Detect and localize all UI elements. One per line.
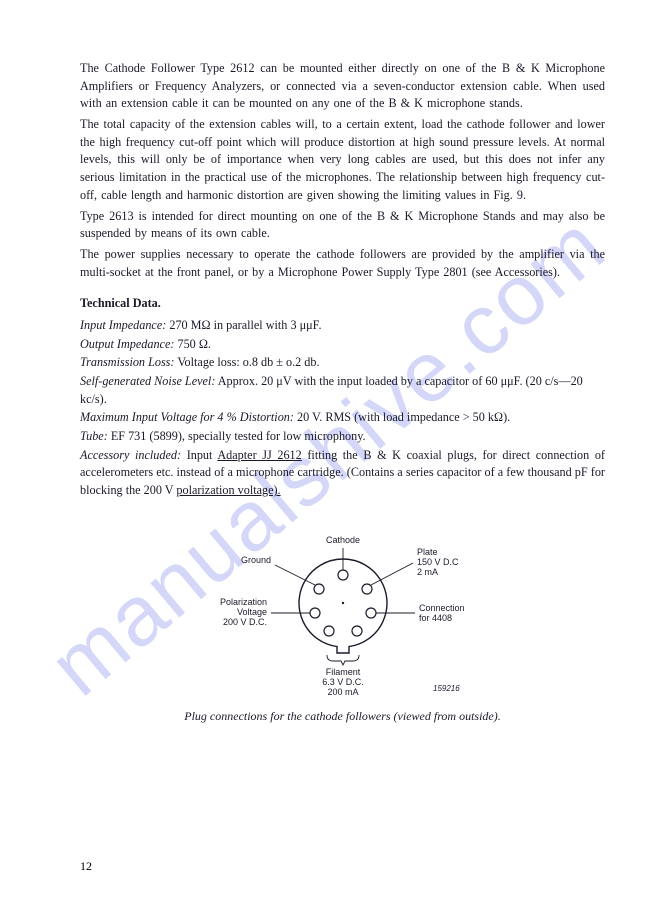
technical-data-heading: Technical Data. xyxy=(80,295,605,313)
pin-filament-2 xyxy=(352,626,362,636)
page-number: 12 xyxy=(80,859,92,874)
pin-plate xyxy=(362,584,372,594)
tech-label: Tube: xyxy=(80,429,108,443)
pin-polarization xyxy=(310,608,320,618)
connector-diagram: Cathode Ground Plate 150 V D.C 2 mA Pola… xyxy=(183,508,503,704)
label-plate-3: 2 mA xyxy=(417,567,438,577)
label-cathode: Cathode xyxy=(325,535,359,545)
tech-output-impedance: Output Impedance: 750 Ω. xyxy=(80,336,605,354)
tech-label: Output Impedance: xyxy=(80,337,174,351)
pin-cathode xyxy=(338,570,348,580)
drawing-number: 159216 xyxy=(433,684,460,693)
tech-input-impedance: Input Impedance: 270 MΩ in parallel with… xyxy=(80,317,605,335)
tech-value: EF 731 (5899), specially tested for low … xyxy=(108,429,366,443)
tech-value: 20 V. RMS (with load impedance > 50 kΩ). xyxy=(294,410,510,424)
tech-tube: Tube: EF 731 (5899), specially tested fo… xyxy=(80,428,605,446)
center-dot xyxy=(341,602,343,604)
pin-filament-1 xyxy=(324,626,334,636)
tech-transmission-loss: Transmission Loss: Voltage loss: o.8 db … xyxy=(80,354,605,372)
tech-accessory: Accessory included: Input Adapter JJ 261… xyxy=(80,447,605,500)
page-body: The Cathode Follower Type 2612 can be mo… xyxy=(80,60,605,725)
leader-plate xyxy=(371,563,413,585)
label-conn-1: Connection xyxy=(419,603,465,613)
label-fil-1: Filament xyxy=(325,667,360,677)
label-fil-2: 6.3 V D.C. xyxy=(322,677,364,687)
label-polv-3: 200 V D.C. xyxy=(222,617,266,627)
diagram-caption: Plug connections for the cathode followe… xyxy=(80,708,605,725)
label-polv-2: Voltage xyxy=(236,607,266,617)
tech-value: 750 Ω. xyxy=(174,337,210,351)
paragraph-3: Type 2613 is intended for direct mountin… xyxy=(80,208,605,243)
tech-max-input: Maximum Input Voltage for 4 % Distortion… xyxy=(80,409,605,427)
tech-label: Self-generated Noise Level: xyxy=(80,374,215,388)
label-plate-1: Plate xyxy=(417,547,438,557)
label-polv-1: Polarization xyxy=(219,597,266,607)
paragraph-4: The power supplies necessary to operate … xyxy=(80,246,605,281)
tech-label: Maximum Input Voltage for 4 % Distortion… xyxy=(80,410,294,424)
paragraph-1: The Cathode Follower Type 2612 can be mo… xyxy=(80,60,605,113)
pin-connection-4408 xyxy=(366,608,376,618)
paragraph-2: The total capacity of the extension cabl… xyxy=(80,116,605,204)
pin-ground xyxy=(314,584,324,594)
filament-brace xyxy=(327,655,359,665)
tech-underline-1: Adapter JJ 2612 xyxy=(217,448,301,462)
label-plate-2: 150 V D.C xyxy=(417,557,459,567)
tech-label: Accessory included: xyxy=(80,448,181,462)
tech-value-pre: Input xyxy=(181,448,217,462)
connector-body xyxy=(299,559,387,653)
label-ground: Ground xyxy=(240,555,270,565)
tech-value: Voltage loss: o.8 db ± o.2 db. xyxy=(175,355,320,369)
tech-value: 270 MΩ in parallel with 3 μμF. xyxy=(166,318,321,332)
label-conn-2: for 4408 xyxy=(419,613,452,623)
tech-underline-2: polarization voltage). xyxy=(176,483,280,497)
connector-svg: Cathode Ground Plate 150 V D.C 2 mA Pola… xyxy=(183,508,503,698)
tech-label: Input Impedance: xyxy=(80,318,166,332)
tech-label: Transmission Loss: xyxy=(80,355,175,369)
tech-noise-level: Self-generated Noise Level: Approx. 20 μ… xyxy=(80,373,605,408)
label-fil-3: 200 mA xyxy=(327,687,358,697)
